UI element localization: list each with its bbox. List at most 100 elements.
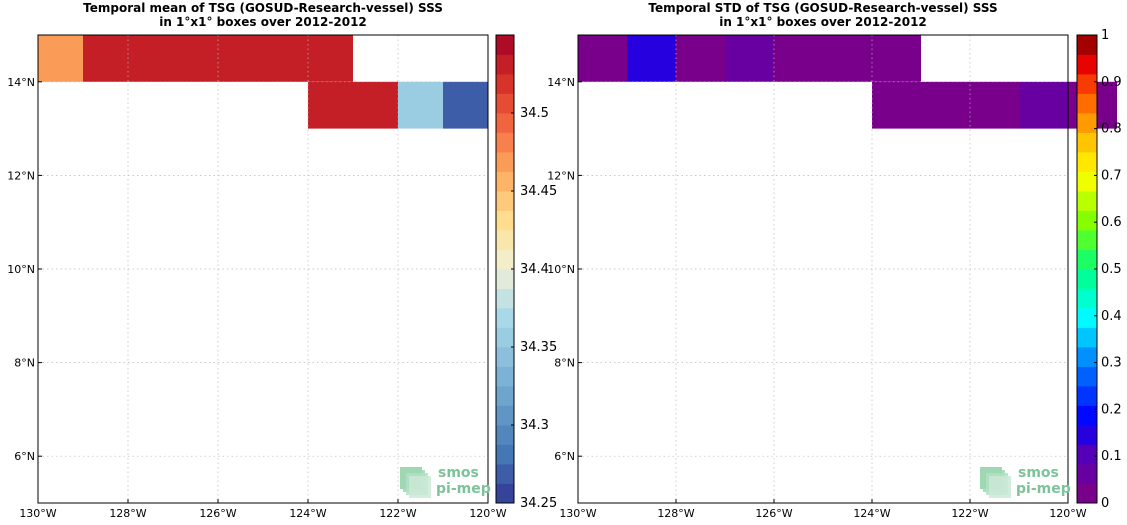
y-tick-label: 6°N: [554, 450, 575, 463]
y-tick-label: 14°N: [7, 76, 35, 89]
y-tick-label: 8°N: [14, 357, 35, 370]
colorbar-segment: [1077, 327, 1097, 348]
colorbar-segment: [1077, 230, 1097, 250]
x-tick-label: 124°W: [853, 507, 890, 520]
colorbar-tick-label: 34.25: [520, 496, 557, 511]
colorbar-segment: [496, 210, 514, 231]
y-tick-label: 12°N: [547, 169, 575, 182]
colorbar-segment: [1077, 444, 1097, 465]
data-cell: [970, 81, 1019, 129]
colorbar-segment: [1077, 93, 1097, 114]
colorbar-tick-label: 0.7: [1101, 168, 1122, 183]
colorbar-segment: [496, 93, 514, 114]
colorbar-tick-label: 0.4: [1101, 309, 1122, 324]
colorbar-segment: [1077, 405, 1097, 426]
y-tick-label: 8°N: [554, 357, 575, 370]
data-cell: [263, 35, 308, 82]
colorbar-segment: [496, 366, 514, 387]
data-cell: [872, 35, 921, 82]
logo-text-line2: pi-mep: [1016, 481, 1071, 497]
colorbar-segment: [496, 35, 514, 55]
colorbar-tick-label: 34.3: [520, 418, 549, 433]
x-tick-label: 122°W: [951, 507, 988, 520]
map-title-line-1: Temporal STD of TSG (GOSUD-Research-vess…: [648, 1, 997, 15]
colorbar-segment: [496, 249, 514, 270]
logo-text-line2: pi-mep: [436, 481, 491, 497]
colorbar-tick-label: 0.8: [1101, 122, 1122, 137]
y-tick-label: 10°N: [547, 263, 575, 276]
data-cell: [1019, 81, 1068, 129]
colorbar-segment: [1077, 386, 1097, 406]
logo-layer-icon: [409, 476, 431, 498]
x-tick-label: 128°W: [109, 507, 146, 520]
data-cell: [823, 35, 872, 82]
colorbar-segment: [496, 171, 514, 192]
logo-text-line1: smos: [438, 465, 479, 481]
colorbar-tick-label: 0.1: [1101, 449, 1122, 464]
colorbar-tick-label: 0: [1101, 496, 1109, 511]
colorbar-tick-label: 1: [1101, 28, 1109, 43]
data-cell: [173, 35, 218, 82]
data-cell: [398, 81, 443, 129]
colorbar-segment: [496, 464, 514, 484]
map-panel-1: Temporal mean of TSG (GOSUD-Research-ves…: [7, 1, 557, 520]
colorbar-segment: [1077, 347, 1097, 367]
colorbar-segment: [1077, 210, 1097, 231]
colorbar-segment: [496, 152, 514, 172]
colorbar-segment: [496, 132, 514, 153]
y-tick-label: 14°N: [547, 76, 575, 89]
y-tick-label: 12°N: [7, 169, 35, 182]
colorbar-segment: [496, 347, 514, 367]
data-cell: [38, 35, 83, 82]
colorbar-segment: [1077, 74, 1097, 94]
colorbar-segment: [1077, 171, 1097, 192]
data-cell: [443, 81, 488, 129]
x-tick-label: 128°W: [657, 507, 694, 520]
map-title-line-2: in 1°x1° boxes over 2012-2012: [159, 15, 367, 29]
colorbar-tick-label: 34.45: [520, 184, 557, 199]
colorbar-segment: [496, 113, 514, 133]
colorbar-segment: [496, 327, 514, 348]
colorbar-segment: [1077, 35, 1097, 55]
colorbar-segment: [496, 288, 514, 309]
colorbar-segment: [496, 54, 514, 75]
colorbar-segment: [496, 308, 514, 328]
colorbar-segment: [1077, 54, 1097, 75]
colorbar-segment: [1077, 113, 1097, 133]
colorbar-tick-label: 0.3: [1101, 356, 1122, 371]
colorbar-tick-label: 0.6: [1101, 215, 1122, 230]
map-panel-2: Temporal STD of TSG (GOSUD-Research-vess…: [547, 1, 1121, 520]
colorbar-segment: [1077, 366, 1097, 387]
logo-layer-icon: [989, 476, 1011, 498]
y-tick-label: 6°N: [14, 450, 35, 463]
colorbar-segment: [1077, 269, 1097, 289]
y-tick-label: 10°N: [7, 263, 35, 276]
colorbar-segment: [1077, 152, 1097, 172]
data-cell: [627, 35, 676, 82]
colorbar-tick-label: 34.5: [520, 106, 549, 121]
x-tick-label: 120°W: [1049, 507, 1086, 520]
data-cell: [218, 35, 263, 82]
data-cell: [308, 81, 353, 129]
colorbar-segment: [1077, 288, 1097, 309]
data-cell: [921, 81, 970, 129]
data-cell: [676, 35, 725, 82]
colorbar-segment: [496, 191, 514, 211]
data-cell: [578, 35, 627, 82]
data-cell: [128, 35, 173, 82]
data-cell: [725, 35, 774, 82]
colorbar-tick-label: 0.9: [1101, 75, 1122, 90]
colorbar-segment: [496, 405, 514, 426]
colorbar-tick-label: 0.5: [1101, 262, 1122, 277]
x-tick-label: 120°W: [469, 507, 506, 520]
colorbar-segment: [496, 74, 514, 94]
x-tick-label: 130°W: [559, 507, 596, 520]
logo-text-line1: smos: [1018, 465, 1059, 481]
colorbar-segment: [496, 425, 514, 445]
colorbar-segment: [496, 386, 514, 406]
colorbar-segment: [496, 483, 514, 504]
